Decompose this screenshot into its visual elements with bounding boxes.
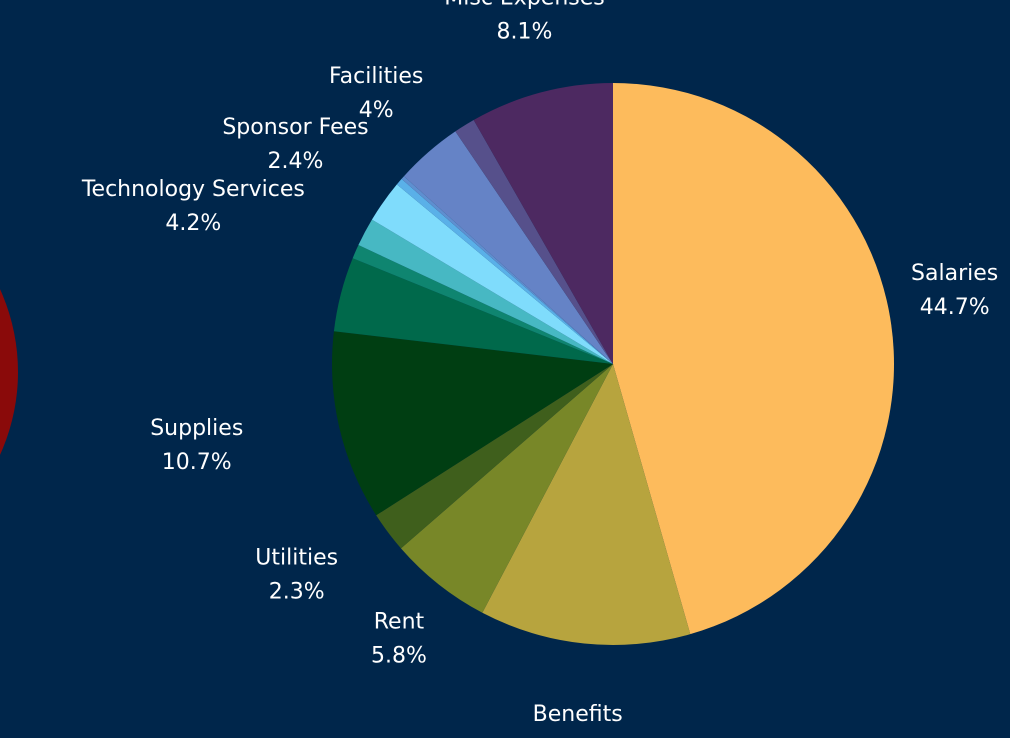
slice-label: Sponsor Fees [222, 115, 368, 140]
slice-label: Misc Expenses [444, 0, 604, 11]
pie-slice-10 [401, 176, 613, 364]
slice-label: Rent [374, 610, 425, 635]
pie-slice-8 [371, 184, 613, 364]
slice-value-label: 4.2% [165, 211, 221, 236]
slice-value-label: 10.7% [162, 450, 232, 475]
slice-value-label: 5.8% [371, 644, 427, 669]
pie-slice-6 [352, 245, 613, 364]
pie-slice-rent [400, 364, 613, 613]
pie-slice-technology-services [358, 219, 613, 364]
slice-label: Facilities [329, 64, 423, 89]
pie-slice-benefits [482, 364, 691, 645]
slice-label: Salaries [911, 261, 998, 286]
pie-slice-12 [455, 119, 613, 364]
slice-value-label: 8.1% [497, 20, 553, 45]
slice-value-label: 2.3% [269, 580, 325, 605]
pie-slice-facilities [403, 131, 613, 364]
pie-labels: Salaries 44.7% Benefits 11.9% Rent 5.8% Utilit… [81, 0, 998, 738]
offscreen-pie-group [0, 289, 18, 455]
pie-slice-5 [333, 258, 613, 364]
slice-value-label: 11.9% [543, 736, 613, 738]
slice-label: Technology Services [81, 177, 305, 202]
offscreen-pie-slice [0, 289, 18, 455]
pie-slice-salaries [613, 83, 894, 635]
slice-value-label: 2.4% [268, 149, 324, 174]
pie-slices [332, 83, 894, 645]
pie-slice-supplies [332, 331, 613, 516]
pie-slice-utilities [376, 364, 613, 549]
pie-slice-sponsor-fees [396, 178, 613, 364]
slice-label: Utilities [255, 546, 338, 571]
pie-slice-misc-expenses [473, 83, 613, 364]
slice-value-label: 4% [359, 98, 394, 123]
slice-label: Benefits [533, 702, 623, 727]
slice-label: Supplies [150, 416, 243, 441]
slice-value-label: 44.7% [920, 295, 990, 320]
